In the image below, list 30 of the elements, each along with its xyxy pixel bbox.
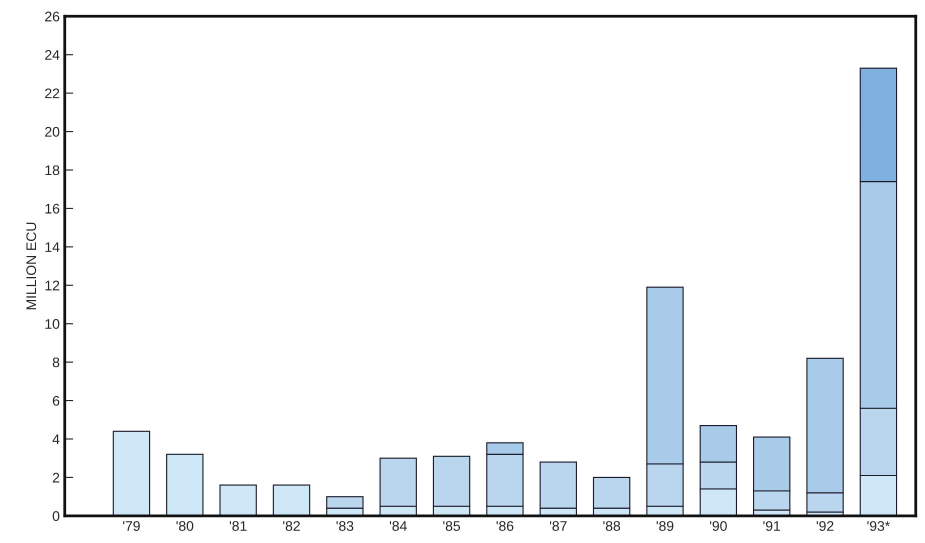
x-tick-label: '79 [123, 521, 140, 531]
x-tick-label: '84 [390, 521, 407, 531]
x-tick-label: '93* [867, 521, 890, 531]
y-tick-label: 16 [46, 204, 60, 214]
x-tick-label: '86 [496, 521, 514, 531]
x-tick-label: '90 [710, 521, 727, 531]
y-tick-label: 8 [52, 357, 60, 368]
y-axis-title: MILLION ECU [26, 222, 36, 310]
x-tick-label: '92 [816, 521, 834, 531]
x-tick-label: '80 [176, 521, 194, 531]
y-tick-label: 18 [46, 165, 60, 176]
x-tick-label: '88 [603, 521, 620, 531]
y-tick-label: 20 [45, 126, 60, 137]
y-tick-label: 24 [45, 50, 60, 60]
y-tick-label: 12 [46, 280, 60, 290]
y-tick-label: 6 [52, 396, 60, 406]
y-tick-label: 26 [45, 12, 60, 22]
y-tick-label: 14 [46, 242, 60, 252]
y-tick-label: 10 [46, 319, 60, 329]
x-tick-label: '87 [550, 521, 567, 531]
x-tick-label: '85 [443, 521, 460, 531]
y-tick-label: 0 [52, 511, 60, 522]
y-tick-label: 4 [52, 434, 60, 444]
x-tick-label: '89 [656, 521, 674, 531]
x-tick-label: '81 [230, 521, 247, 531]
x-tick-label: '82 [283, 521, 300, 531]
x-tick-label: '91 [763, 521, 780, 531]
y-tick-label: 22 [45, 88, 60, 98]
x-tick-label: '83 [336, 521, 354, 531]
y-tick-label: 2 [52, 472, 60, 482]
